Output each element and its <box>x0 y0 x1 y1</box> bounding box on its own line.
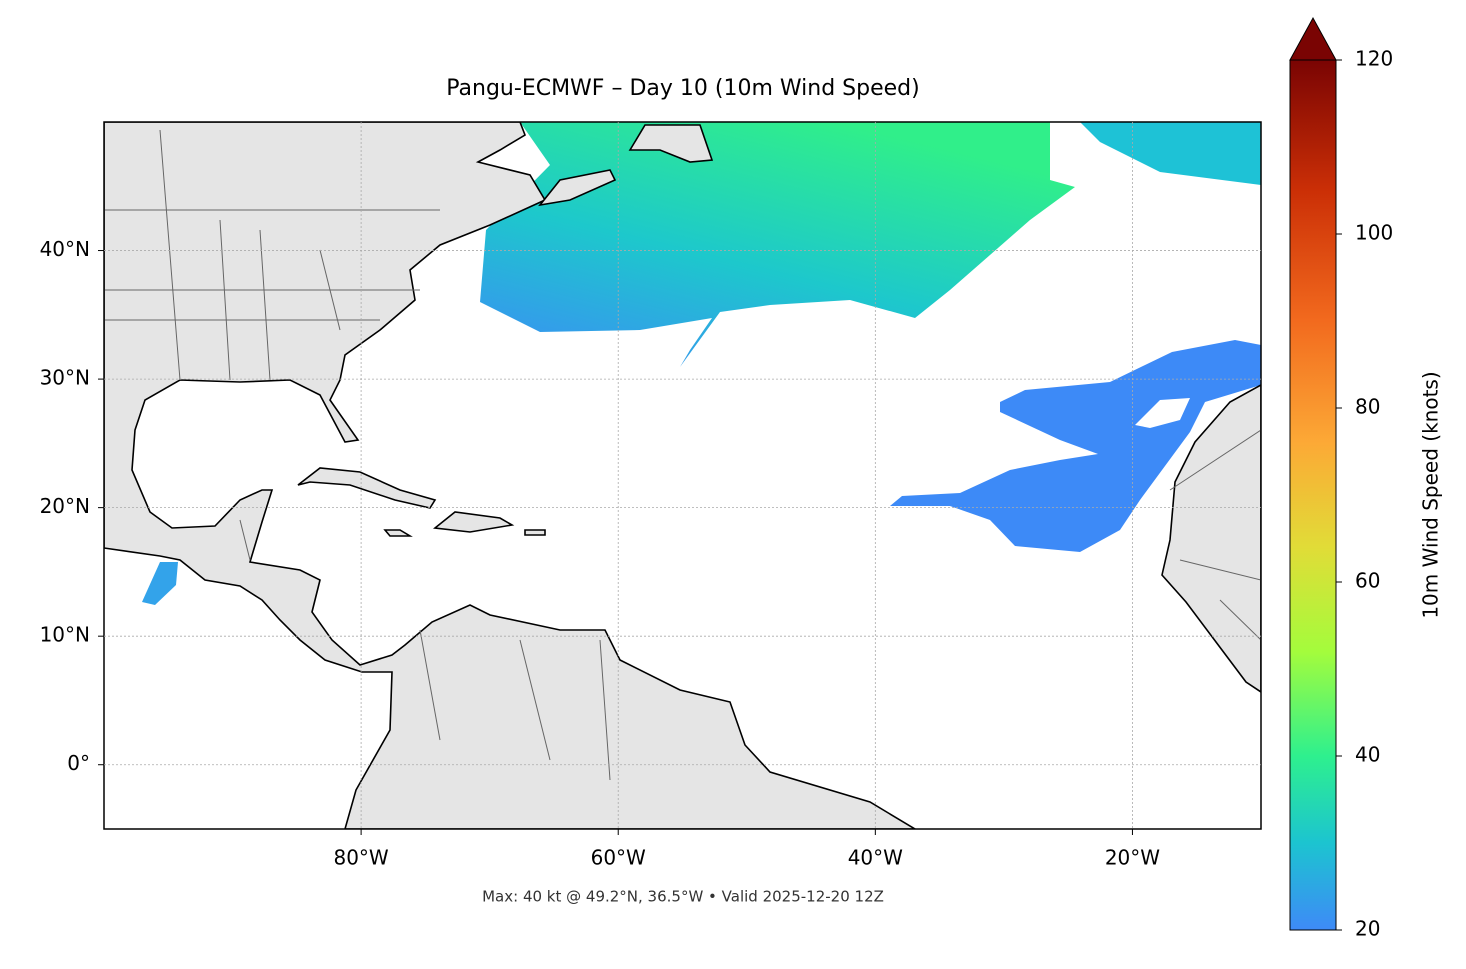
wind-field <box>890 340 1261 552</box>
x-tick-label: 20°W <box>1105 846 1160 870</box>
colorbar-tick-label: 100 <box>1355 221 1393 245</box>
land <box>432 511 515 533</box>
wind-field <box>1080 122 1261 185</box>
colorbar-extend <box>1289 16 1337 61</box>
y-tick-label: 40°N <box>40 237 90 261</box>
y-tick-label: 0° <box>67 751 90 775</box>
land <box>297 467 437 509</box>
colorbar-tick-label: 20 <box>1355 917 1380 941</box>
land <box>538 169 617 207</box>
x-tick-label: 80°W <box>333 846 388 870</box>
y-tick-label: 10°N <box>40 623 90 647</box>
colorbar-tick-label: 40 <box>1355 743 1380 767</box>
colorbar <box>1289 59 1337 931</box>
map-frame <box>103 121 1262 830</box>
subtitle: Max: 40 kt @ 49.2°N, 36.5°W • Valid 2025… <box>482 888 884 906</box>
colorbar-tick-label: 60 <box>1355 569 1380 593</box>
chart-title: Pangu-ECMWF – Day 10 (10m Wind Speed) <box>446 76 919 101</box>
x-tick-label: 60°W <box>591 846 646 870</box>
wind-field <box>480 122 1075 367</box>
land <box>628 124 714 163</box>
colorbar-tick-label: 80 <box>1355 395 1380 419</box>
x-tick-label: 40°W <box>848 846 903 870</box>
border <box>104 129 1261 781</box>
colorbar-label: 10m Wind Speed (knots) <box>1419 371 1443 618</box>
map-layer <box>104 122 1261 829</box>
land <box>383 529 413 537</box>
y-tick-label: 20°N <box>40 494 90 518</box>
land <box>524 529 546 536</box>
wind-field <box>142 562 178 605</box>
colorbar-tick-label: 120 <box>1355 47 1393 71</box>
y-tick-label: 30°N <box>40 366 90 390</box>
land <box>104 122 917 829</box>
